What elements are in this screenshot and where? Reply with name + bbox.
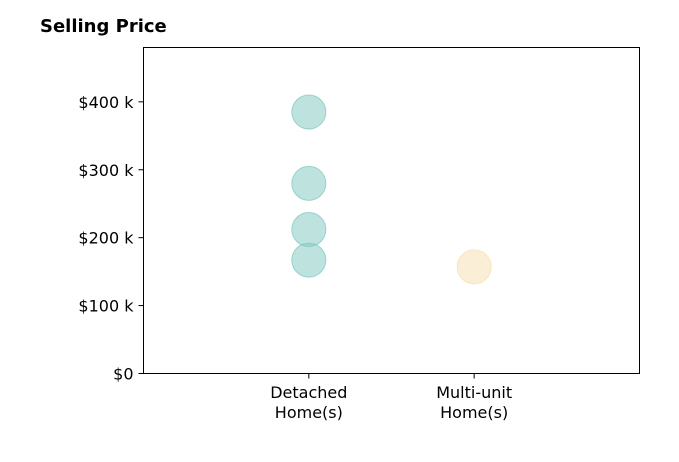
x-tick-label: Multi-unit xyxy=(436,383,512,402)
data-points xyxy=(291,94,492,285)
data-point xyxy=(456,249,492,285)
plot-area-frame xyxy=(143,47,640,374)
data-point xyxy=(291,212,327,248)
x-tick-label: Home(s) xyxy=(275,403,343,422)
y-tick-label: $200 k xyxy=(78,229,134,248)
data-point xyxy=(291,94,327,130)
x-tick-label: Home(s) xyxy=(440,403,508,422)
x-tick-label: Detached xyxy=(270,383,347,402)
data-point xyxy=(291,242,327,278)
chart-title: Selling Price xyxy=(40,16,167,37)
y-axis: $0 $100 k $200 k $300 k $400 k xyxy=(78,93,144,384)
y-tick-label: $0 xyxy=(113,365,133,384)
y-tick-label: $400 k xyxy=(78,93,134,112)
data-point xyxy=(291,165,327,201)
y-tick-label: $100 k xyxy=(78,297,134,316)
y-tick-label: $300 k xyxy=(78,161,134,180)
